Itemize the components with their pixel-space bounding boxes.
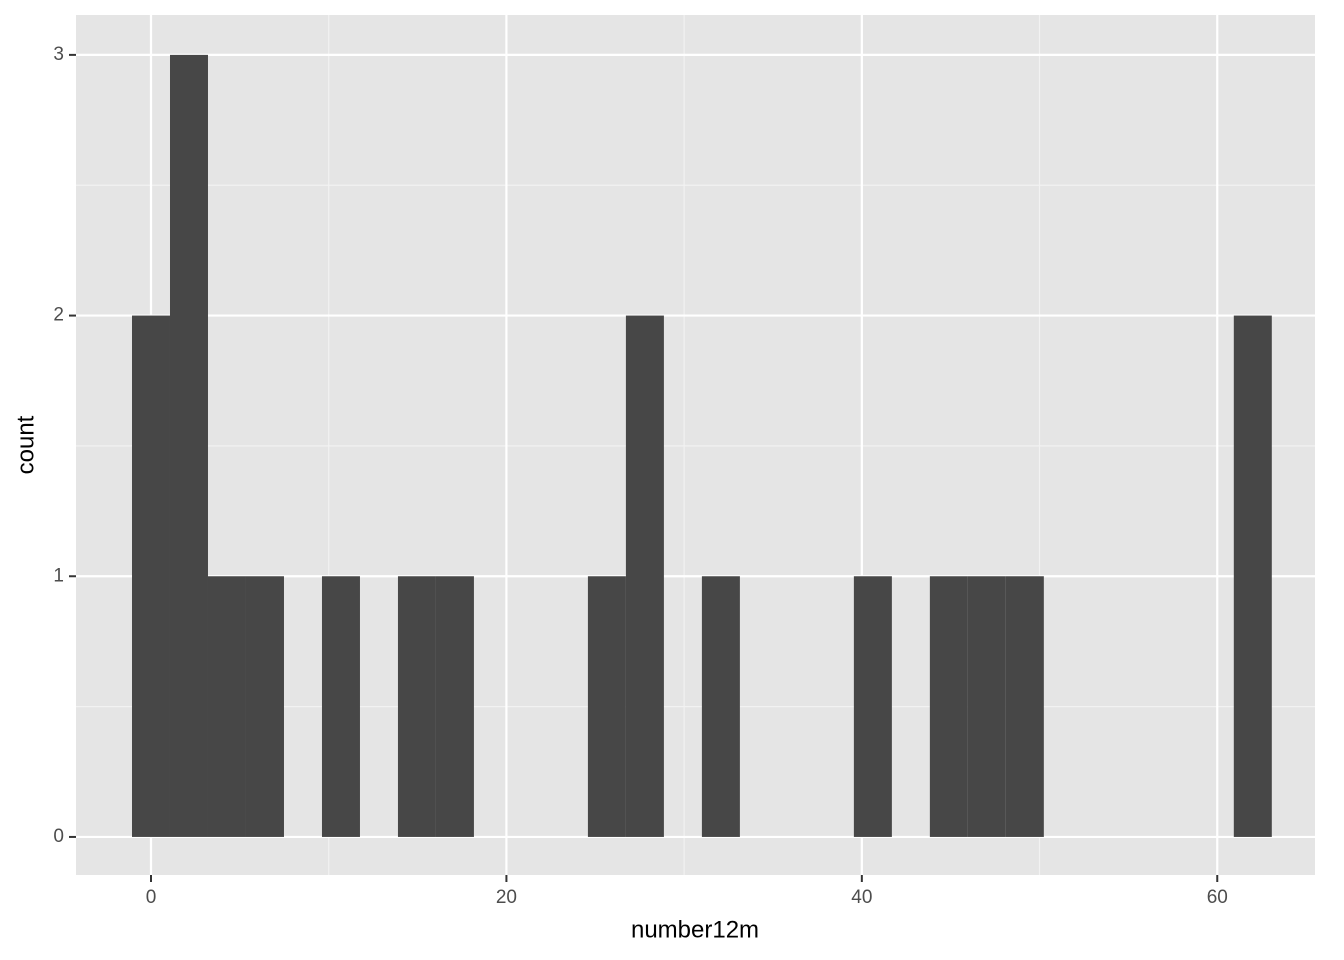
bar (245, 576, 284, 837)
bar (169, 54, 208, 837)
bar (207, 576, 246, 837)
bar (625, 315, 664, 837)
bar (701, 576, 740, 837)
y-tick-label: 0 (53, 826, 64, 847)
y-axis-title: count (12, 415, 39, 474)
bar (853, 576, 892, 837)
bar (131, 315, 170, 837)
bar (397, 576, 436, 837)
x-tick-label: 0 (146, 887, 157, 908)
bar (587, 576, 626, 837)
bar (929, 576, 968, 837)
bar (435, 576, 474, 837)
x-tick-label: 20 (496, 887, 517, 908)
bar (1233, 315, 1272, 837)
x-tick-label: 60 (1207, 887, 1228, 908)
bar (967, 576, 1006, 837)
bar (321, 576, 360, 837)
x-tick-label: 40 (851, 887, 872, 908)
bar (1005, 576, 1044, 837)
y-tick-label: 1 (53, 565, 64, 586)
y-tick-label: 3 (53, 44, 64, 65)
y-tick-label: 2 (53, 305, 64, 326)
x-axis-title: number12m (631, 916, 759, 943)
